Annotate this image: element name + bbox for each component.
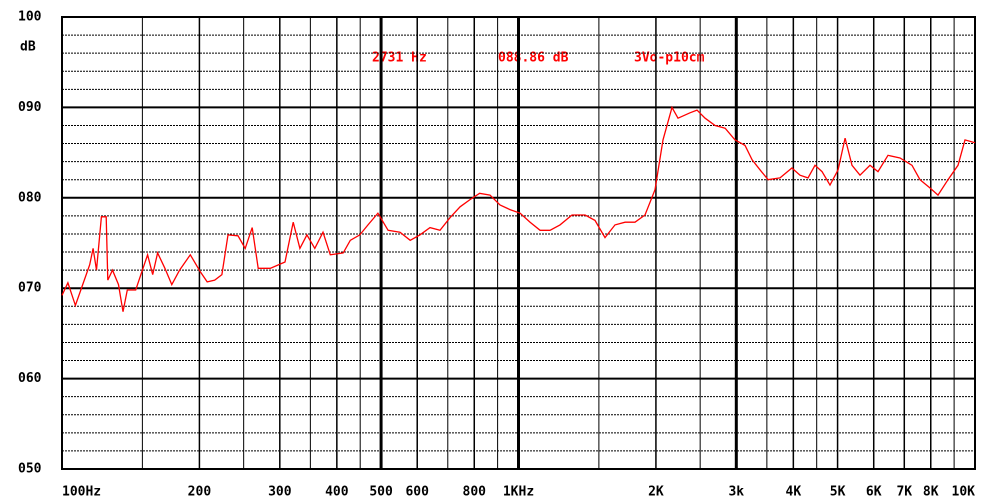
x-tick-label: 3k (728, 485, 744, 500)
x-tick-label: 6K (866, 485, 882, 500)
x-tick-label: 5K (830, 485, 846, 500)
annotation: 088.86 dB (498, 51, 569, 66)
x-tick-label: 800 (463, 485, 487, 500)
y-tick-label: 070 (18, 281, 42, 296)
x-tick-label: 8K (923, 485, 939, 500)
x-tick-label: 2K (648, 485, 664, 500)
x-tick-label: 200 (188, 485, 212, 500)
x-tick-label: 400 (325, 485, 349, 500)
x-tick-label: 600 (405, 485, 429, 500)
y-unit-label: dB (20, 40, 36, 55)
response-line (61, 105, 976, 312)
x-tick-label: 7K (896, 485, 912, 500)
x-tick-label: 10K (952, 485, 976, 500)
x-tick-label: 1KHz (503, 485, 534, 500)
y-tick-label: 050 (18, 462, 42, 477)
annotation: 2731 Hz (372, 51, 427, 66)
y-tick-label: 090 (18, 100, 42, 115)
x-tick-label: 500 (369, 485, 393, 500)
y-tick-label: 080 (18, 190, 42, 205)
x-tick-label: 300 (268, 485, 292, 500)
plot-frame (61, 16, 976, 470)
x-tick-label: 100Hz (62, 485, 101, 500)
annotation: 3Vo-p10cm (634, 51, 705, 66)
x-tick-label: 4K (786, 485, 802, 500)
y-tick-label: 100 (18, 10, 42, 25)
y-tick-label: 060 (18, 371, 42, 386)
